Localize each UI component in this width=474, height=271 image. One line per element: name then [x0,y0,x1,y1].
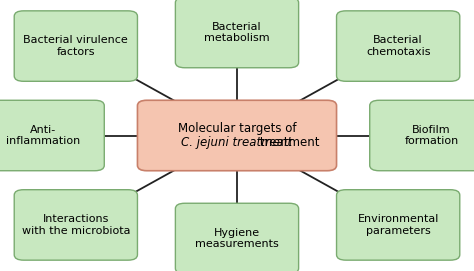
Text: Bacterial
chemotaxis: Bacterial chemotaxis [366,35,430,57]
FancyBboxPatch shape [14,11,137,81]
FancyBboxPatch shape [137,100,337,171]
FancyBboxPatch shape [175,203,299,271]
FancyBboxPatch shape [337,11,460,81]
Text: Molecular targets of: Molecular targets of [178,122,296,134]
FancyBboxPatch shape [175,0,299,68]
Text: treatment: treatment [256,137,319,149]
Text: Hygiene
measurements: Hygiene measurements [195,228,279,249]
Text: Environmental
parameters: Environmental parameters [357,214,439,236]
Text: Bacterial virulence
factors: Bacterial virulence factors [24,35,128,57]
FancyBboxPatch shape [370,100,474,171]
Text: Anti-
inflammation: Anti- inflammation [6,125,80,146]
FancyBboxPatch shape [14,190,137,260]
Text: C. jejuni treatment: C. jejuni treatment [181,137,292,149]
Text: Biofilm
formation: Biofilm formation [404,125,458,146]
Text: Interactions
with the microbiota: Interactions with the microbiota [22,214,130,236]
FancyBboxPatch shape [337,190,460,260]
Text: Bacterial
metabolism: Bacterial metabolism [204,22,270,43]
FancyBboxPatch shape [0,100,104,171]
